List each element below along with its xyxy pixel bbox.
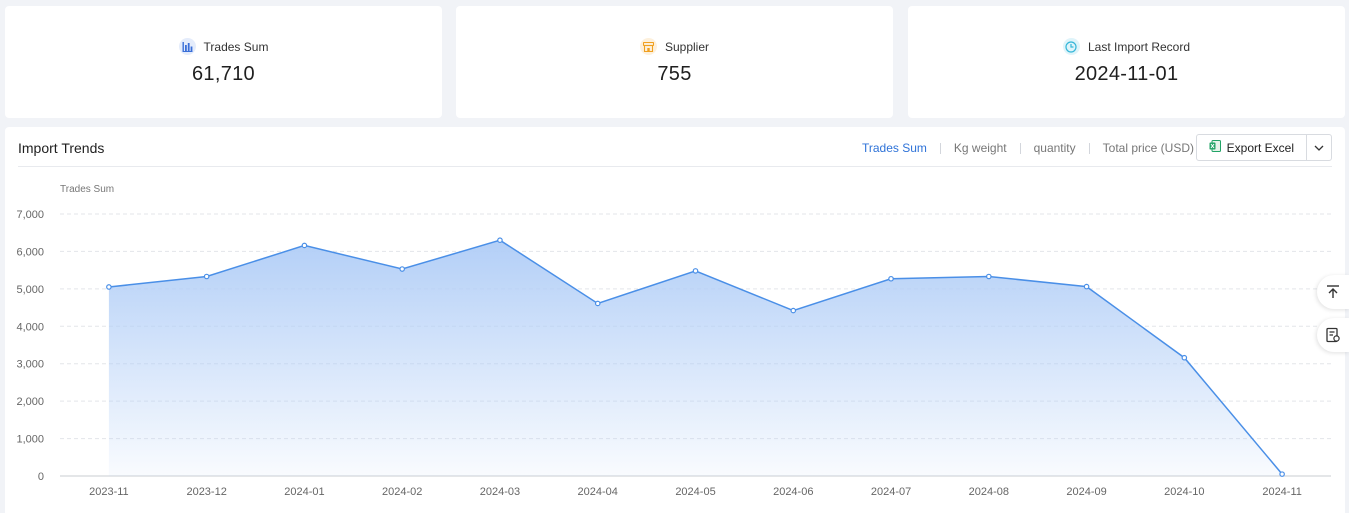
x-tick-label: 2023-11 bbox=[89, 486, 129, 498]
x-tick-label: 2024-03 bbox=[480, 486, 520, 498]
tab-total-price[interactable]: Total price (USD) bbox=[1102, 141, 1194, 155]
import-trends-panel: Import Trends Trades Sum Kg weight quant… bbox=[5, 127, 1345, 513]
back-to-top-button[interactable] bbox=[1317, 275, 1349, 309]
y-tick-label: 1,000 bbox=[16, 434, 44, 446]
stat-value: 2024-11-01 bbox=[1074, 63, 1179, 85]
panel-divider bbox=[18, 166, 1332, 167]
stat-card-last-import: Last Import Record 2024-11-01 bbox=[908, 6, 1345, 118]
data-point bbox=[1083, 283, 1090, 290]
tab-quantity[interactable]: quantity bbox=[1033, 141, 1076, 155]
data-point bbox=[301, 242, 308, 249]
chevron-down-icon bbox=[1314, 145, 1324, 151]
tab-trades-sum[interactable]: Trades Sum bbox=[861, 141, 927, 155]
data-point bbox=[986, 273, 992, 280]
x-tick-label: 2024-07 bbox=[871, 486, 911, 498]
excel-icon bbox=[1209, 140, 1221, 155]
x-tick-label: 2024-04 bbox=[578, 486, 618, 498]
tab-kg-weight[interactable]: Kg weight bbox=[953, 141, 1007, 155]
x-tick-label: 2023-12 bbox=[186, 486, 226, 498]
import-trends-chart: Trades Sum 0 1,000 2,000 3,000 4,000 5,000 6,00… bbox=[16, 184, 1331, 498]
y-axis-title: Trades Sum bbox=[60, 184, 114, 195]
x-tick-label: 2024-11 bbox=[1262, 486, 1302, 498]
data-point bbox=[790, 307, 797, 314]
series-area bbox=[108, 240, 1283, 476]
tab-divider bbox=[1019, 142, 1021, 154]
x-tick-label: 2024-06 bbox=[773, 486, 813, 498]
y-tick-label: 0 bbox=[38, 471, 44, 483]
data-point bbox=[106, 284, 112, 290]
stat-label: Last Import Record bbox=[1087, 39, 1191, 54]
stat-card-trades-sum: Trades Sum 61,710 bbox=[5, 6, 442, 118]
x-tick-label: 2024-08 bbox=[969, 486, 1009, 498]
y-tick-label: 2,000 bbox=[16, 396, 44, 408]
x-tick-label: 2024-09 bbox=[1066, 486, 1106, 498]
x-tick-label: 2024-02 bbox=[382, 486, 422, 498]
export-dropdown-button[interactable] bbox=[1306, 135, 1331, 160]
clock-icon bbox=[1062, 38, 1080, 55]
bar-chart-icon bbox=[178, 38, 196, 55]
report-settings-button[interactable] bbox=[1317, 318, 1349, 352]
stat-value: 61,710 bbox=[192, 63, 255, 85]
export-label: Export Excel bbox=[1226, 140, 1294, 155]
data-point bbox=[888, 275, 894, 282]
stat-value: 755 bbox=[657, 63, 692, 85]
data-point bbox=[399, 266, 405, 272]
x-tick-label: 2024-10 bbox=[1164, 486, 1204, 498]
stat-label: Supplier bbox=[664, 39, 710, 54]
y-tick-label: 3,000 bbox=[16, 359, 44, 371]
metric-tabs: Trades Sum Kg weight quantity Total pric… bbox=[862, 141, 1194, 155]
panel-title: Import Trends bbox=[18, 140, 105, 156]
y-tick-label: 6,000 bbox=[16, 246, 44, 258]
tab-divider bbox=[939, 142, 941, 154]
data-point bbox=[1181, 354, 1188, 361]
x-tick-label: 2024-01 bbox=[284, 486, 324, 498]
data-point bbox=[594, 300, 601, 307]
store-icon bbox=[639, 38, 657, 55]
y-tick-label: 5,000 bbox=[16, 284, 44, 296]
back-to-top-icon bbox=[1327, 285, 1339, 298]
y-tick-label: 4,000 bbox=[16, 321, 44, 333]
report-settings-icon bbox=[1326, 327, 1340, 343]
stat-label: Trades Sum bbox=[203, 39, 269, 54]
data-point bbox=[1279, 471, 1285, 477]
tab-divider bbox=[1088, 142, 1090, 154]
export-group: Export Excel bbox=[1195, 134, 1332, 161]
stat-card-supplier: Supplier 755 bbox=[456, 6, 893, 118]
x-tick-label: 2024-05 bbox=[675, 486, 715, 498]
y-tick-label: 7,000 bbox=[16, 209, 44, 221]
data-point bbox=[692, 268, 699, 274]
data-point bbox=[497, 237, 503, 244]
export-excel-button[interactable]: Export Excel bbox=[1197, 135, 1306, 160]
data-point bbox=[203, 273, 210, 280]
